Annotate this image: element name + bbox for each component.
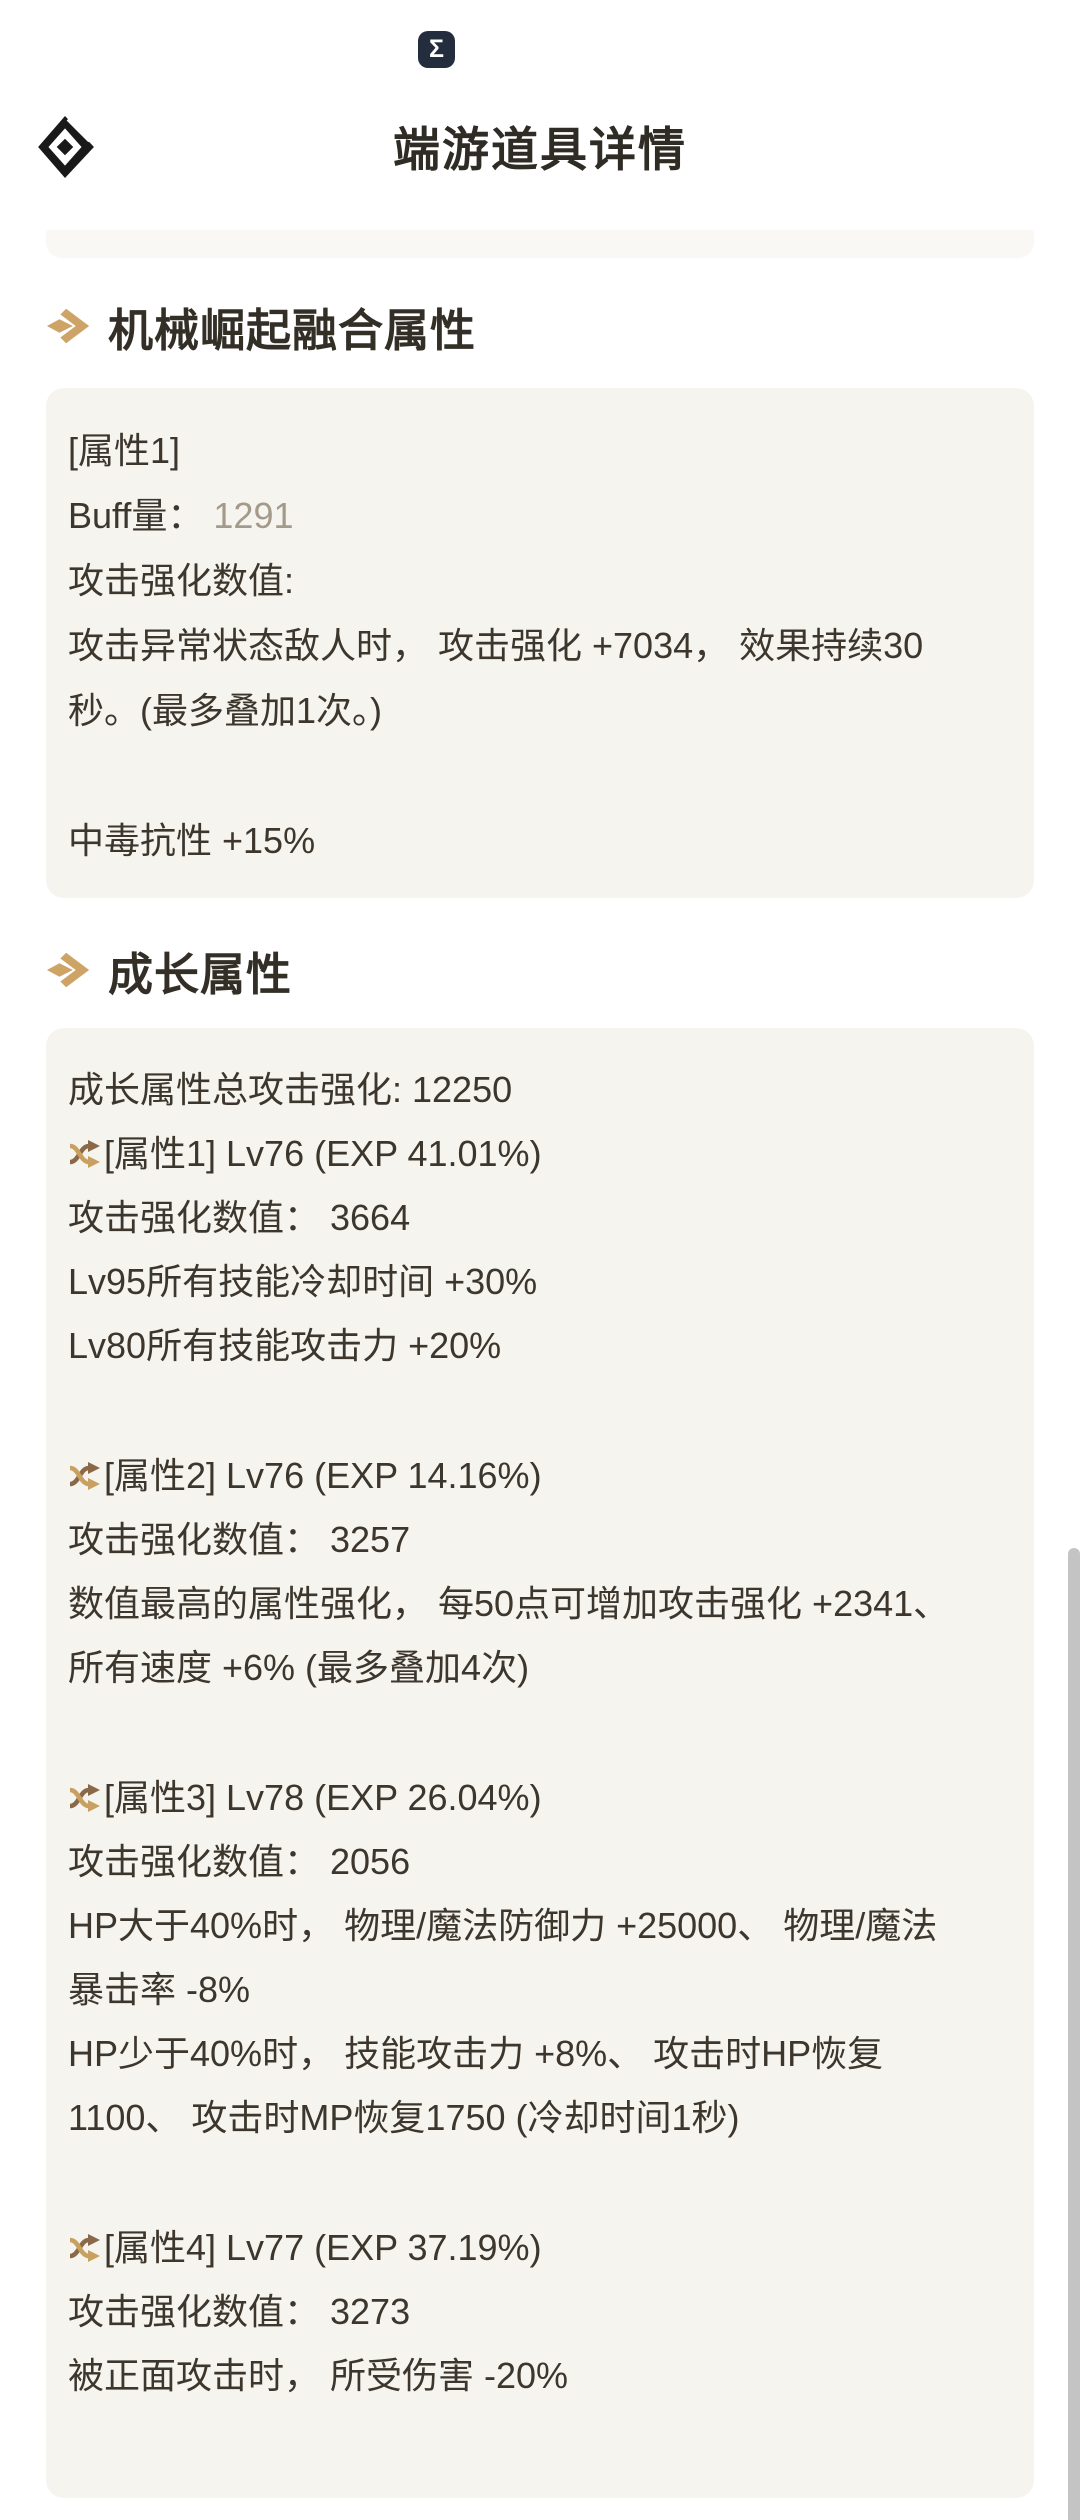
growth-attr4-header: [属性4] Lv77 (EXP 37.19%) — [68, 2216, 1012, 2280]
growth-attr3-effect2: 暴击率 -8% — [68, 1969, 251, 2010]
growth-attr4-title: [属性4] Lv77 (EXP 37.19%) — [104, 2227, 542, 2268]
growth-attr3-effect4: 1100、 攻击时MP恢复1750 (冷却时间1秒) — [68, 2097, 740, 2138]
buff-amount-line: Buff量： 1291 — [68, 483, 1012, 548]
growth-attr3-title: [属性3] Lv78 (EXP 26.04%) — [104, 1777, 542, 1818]
growth-attr2-effect1: 数值最高的属性强化， 每50点可增加攻击强化 +2341、 — [68, 1583, 950, 1624]
growth-attr2-effect2: 所有速度 +6% (最多叠加4次) — [68, 1647, 530, 1688]
growth-attr1-effect1: Lv95所有技能冷却时间 +30% — [68, 1261, 538, 1302]
buff-amount-label: Buff量： — [68, 495, 204, 536]
fusion-attributes-card: [属性1] Buff量： 1291 攻击强化数值: 攻击异常状态敌人时， 攻击强… — [46, 388, 1034, 898]
growth-attr2-title: [属性2] Lv76 (EXP 14.16%) — [104, 1455, 542, 1496]
growth-attr1-title: [属性1] Lv76 (EXP 41.01%) — [104, 1133, 542, 1174]
spacer — [68, 743, 1012, 808]
section-header-growth: 成长属性 — [46, 944, 292, 1000]
shuffle-icon — [69, 1784, 100, 1812]
gold-arrow-icon — [46, 308, 90, 344]
growth-attr3-header: [属性3] Lv78 (EXP 26.04%) — [68, 1766, 1012, 1830]
poison-resist-line: 中毒抗性 +15% — [68, 820, 316, 861]
growth-attr1-header: [属性1] Lv76 (EXP 41.01%) — [68, 1122, 1012, 1186]
growth-total-line: 成长属性总攻击强化: 12250 — [68, 1069, 513, 1110]
page-title: 端游道具详情 — [393, 122, 687, 176]
section-title: 成长属性 — [108, 948, 293, 1000]
sigma-glyph: Σ — [428, 35, 444, 63]
effect-text-line1: 攻击异常状态敌人时， 攻击强化 +7034， 效果持续30 — [68, 625, 924, 666]
shuffle-icon — [69, 1462, 100, 1490]
growth-attr1-value: 攻击强化数值： 3664 — [68, 1197, 411, 1238]
growth-attr2-header: [属性2] Lv76 (EXP 14.16%) — [68, 1444, 1012, 1508]
growth-attr4-effect1: 被正面攻击时， 所受伤害 -20% — [68, 2355, 569, 2396]
growth-attr3-value: 攻击强化数值： 2056 — [68, 1841, 411, 1882]
buff-amount-value: 1291 — [213, 495, 294, 536]
effect-text-line2: 秒。(最多叠加1次。) — [68, 690, 382, 731]
shuffle-icon — [69, 1140, 100, 1168]
scrollbar-thumb[interactable] — [1068, 1548, 1080, 2520]
spacer — [68, 2150, 1012, 2216]
diamond-logo-icon — [38, 116, 94, 178]
scrolled-card-sliver — [46, 230, 1034, 258]
spacer — [68, 1700, 1012, 1766]
section-title: 机械崛起融合属性 — [108, 304, 477, 356]
growth-attr2-value: 攻击强化数值： 3257 — [68, 1519, 411, 1560]
atk-enhance-label: 攻击强化数值: — [68, 560, 295, 601]
growth-attr3-effect1: HP大于40%时， 物理/魔法防御力 +25000、 物理/魔法 — [68, 1905, 938, 1946]
sigma-app-icon: Σ — [418, 31, 455, 68]
growth-attr1-effect2: Lv80所有技能攻击力 +20% — [68, 1325, 502, 1366]
growth-attr3-effect3: HP少于40%时， 技能攻击力 +8%、 攻击时HP恢复 — [68, 2033, 884, 2074]
section-header-fusion: 机械崛起融合属性 — [46, 300, 476, 356]
attr1-tag: [属性1] — [68, 430, 181, 471]
shuffle-icon — [69, 2234, 100, 2262]
growth-attributes-card: 成长属性总攻击强化: 12250 [属性1] Lv76 (EXP 41.01%)… — [46, 1028, 1034, 2498]
app-bar: 端游道具详情 — [0, 110, 1080, 180]
gold-arrow-icon — [46, 952, 90, 988]
spacer — [68, 1378, 1012, 1444]
growth-attr4-value: 攻击强化数值： 3273 — [68, 2291, 411, 2332]
